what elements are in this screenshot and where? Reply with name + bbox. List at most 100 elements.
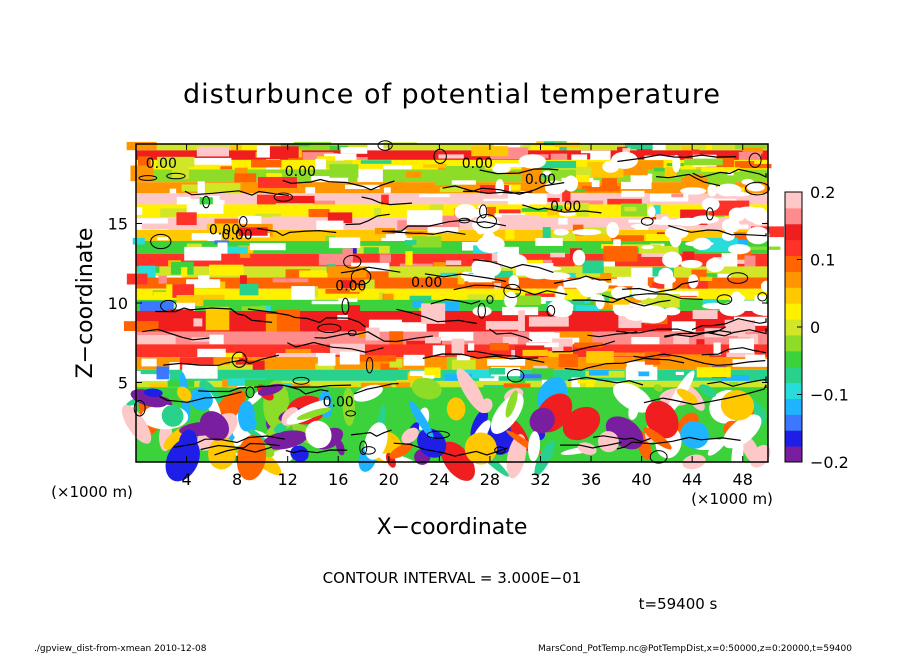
heatmap-cell — [236, 434, 267, 481]
contour-label: 0.00 — [323, 394, 354, 410]
heatmap-cell — [522, 349, 548, 357]
heatmap-cell — [495, 178, 505, 196]
heatmap-cell — [503, 383, 531, 388]
heatmap-band — [136, 266, 768, 278]
heatmap-cell — [621, 190, 645, 197]
heatmap-cell — [457, 369, 495, 379]
heatmap-cell — [629, 372, 639, 379]
heatmap-cell — [675, 364, 695, 373]
heatmap-cell — [406, 210, 443, 225]
heatmap-cell — [401, 427, 419, 444]
heatmap-cell — [308, 208, 330, 219]
contour-line — [664, 328, 767, 338]
heatmap-cell — [670, 354, 710, 358]
heatmap-cell — [707, 438, 727, 456]
heatmap-cell — [572, 228, 602, 236]
contour-loop — [341, 297, 350, 315]
heatmap-cell — [760, 280, 773, 293]
heatmap-cell — [186, 279, 221, 288]
contour-loop — [727, 272, 749, 284]
heatmap-cell — [397, 220, 436, 231]
heatmap-cell — [648, 224, 661, 234]
heatmap-cell — [662, 251, 682, 268]
heatmap-cell — [191, 157, 232, 165]
x-tick-label: 40 — [631, 470, 651, 489]
heatmap-cell — [385, 230, 407, 240]
heatmap-cell — [454, 203, 477, 221]
heatmap-band — [136, 277, 768, 289]
heatmap-cell — [154, 196, 166, 208]
heatmap-cell — [489, 342, 509, 351]
heatmap-cell — [630, 223, 650, 229]
heatmap-cell — [438, 154, 464, 159]
heatmap-cell — [646, 219, 679, 225]
contour-loop — [458, 217, 471, 224]
heatmap-cell — [699, 276, 713, 282]
time-label: t=59400 s — [639, 595, 718, 613]
heatmap-cell — [559, 331, 593, 344]
heatmap-cell — [477, 194, 516, 199]
heatmap-cell — [661, 216, 670, 223]
heatmap-cell — [256, 145, 271, 158]
heatmap-cell — [280, 143, 310, 147]
heatmap-cell — [419, 194, 451, 198]
heatmap-cell — [680, 259, 703, 269]
heatmap-cell — [594, 301, 631, 310]
heatmap-cell — [562, 406, 601, 441]
colorbar-segment — [785, 430, 802, 447]
heatmap-cell — [562, 190, 571, 202]
heatmap-cell — [275, 353, 316, 358]
heatmap-cell — [197, 181, 205, 195]
heatmap-cell — [291, 286, 315, 301]
heatmap-cell — [491, 367, 521, 377]
x-unit-right: (×1000 m) — [691, 490, 773, 508]
heatmap-cell — [239, 275, 247, 286]
contour-line — [314, 331, 433, 343]
x-axis: 4 8 12 16 20 24 28 32 36 40 44 48 — [181, 144, 753, 489]
heatmap-cell — [622, 166, 648, 176]
heatmap-cell — [406, 171, 422, 178]
heatmap-cell — [141, 223, 176, 230]
contour-line — [692, 168, 767, 178]
heatmap-cell — [488, 246, 498, 253]
heatmap-cell — [342, 248, 353, 260]
contour-label: 0.00 — [285, 164, 316, 180]
y-axis: 5 10 15 — [108, 215, 768, 393]
heatmap-cell — [497, 253, 527, 269]
heatmap-cell — [645, 400, 679, 439]
heatmap-cell — [742, 163, 772, 169]
heatmap-cell — [611, 235, 644, 242]
contour-line — [382, 230, 466, 235]
heatmap-cell — [729, 338, 755, 353]
heatmap-cell — [422, 375, 435, 379]
heatmap-cell — [534, 440, 555, 476]
heatmap-cell — [330, 343, 365, 355]
heatmap-cell — [445, 165, 486, 178]
heatmap-cell — [728, 207, 747, 222]
heatmap-cell — [610, 352, 651, 357]
heatmap-cell — [679, 336, 689, 350]
heatmap-cell — [487, 359, 526, 366]
contour-line — [340, 266, 401, 274]
y-tick-label: 15 — [108, 215, 128, 234]
heatmap-cell — [329, 164, 359, 178]
heatmap-cell — [356, 355, 396, 362]
contour-line — [173, 435, 285, 448]
colorbar-label: 0 — [810, 318, 820, 337]
heatmap-band — [136, 193, 768, 205]
contour-loop — [479, 204, 488, 219]
contour-loop — [150, 233, 172, 250]
heatmap-cell — [357, 168, 383, 182]
heatmap-cell — [238, 216, 262, 225]
heatmap-cell — [663, 280, 673, 291]
heatmap-cell — [318, 253, 353, 266]
contour-loop — [160, 299, 177, 312]
contour-loop — [706, 207, 714, 221]
heatmap-cell — [186, 147, 195, 153]
heatmap-cell — [184, 246, 222, 261]
heatmap-cell — [671, 193, 684, 198]
contour-line — [214, 446, 272, 456]
heatmap-cell — [360, 160, 392, 164]
heatmap-cell — [389, 443, 413, 459]
